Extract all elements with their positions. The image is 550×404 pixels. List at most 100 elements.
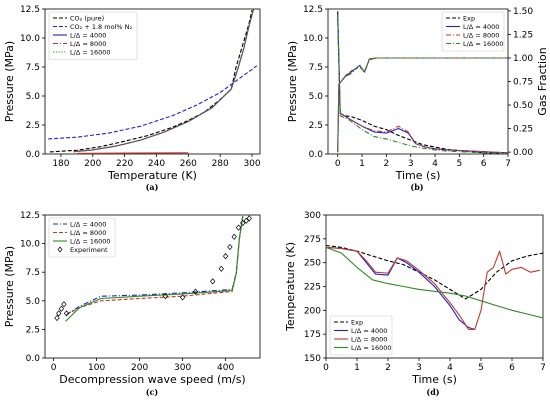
series-line xyxy=(337,57,508,153)
legend-label: L/Δ = 16000 xyxy=(351,344,392,352)
x-tick-label: 0 xyxy=(51,363,57,373)
data-point xyxy=(231,233,237,240)
y-right-tick-label: 1.25 xyxy=(513,30,533,40)
series-line xyxy=(65,216,244,322)
legend-label: L/Δ = 4000 xyxy=(351,327,387,335)
x-tick-label: 3 xyxy=(408,159,414,169)
x-tick-label: 400 xyxy=(217,363,234,373)
data-point xyxy=(243,217,249,224)
y-axis-label: Pressure (MPa) xyxy=(286,41,299,122)
x-axis-label: Time (s) xyxy=(395,169,441,182)
y-tick-label: 200 xyxy=(304,306,321,316)
x-tick-label: 180 xyxy=(52,159,69,169)
x-tick-label: 5 xyxy=(478,363,484,373)
y-tick-label: 275 xyxy=(304,235,321,245)
y-tick-label: 2.5 xyxy=(26,325,40,335)
legend-box xyxy=(48,217,116,258)
x-tick-label: 200 xyxy=(131,363,148,373)
x-tick-label: 260 xyxy=(180,159,197,169)
y-tick-label: 7.5 xyxy=(26,268,40,278)
legend-label: L/Δ = 4000 xyxy=(463,23,499,31)
x-axis-label: Time (s) xyxy=(411,373,457,386)
x-tick-label: 0 xyxy=(323,363,329,373)
panel-d: 0 1 2 3 4 5 6 7 150 175 200 225 250 275 300 Time (s) Tem… xyxy=(284,211,546,397)
data-point xyxy=(58,305,64,312)
x-tick-label: 3 xyxy=(416,363,422,373)
x-axis-label: Temperature (K) xyxy=(107,169,197,182)
legend-box xyxy=(48,11,138,60)
data-point xyxy=(235,224,242,231)
y-right-tick-label: 0.00 xyxy=(513,148,533,158)
legend-marker xyxy=(57,246,63,253)
data-point xyxy=(162,293,169,300)
x-tick-label: 240 xyxy=(148,159,165,169)
y-tick-label: 0.0 xyxy=(309,150,324,160)
legend-box xyxy=(329,315,393,356)
series-group xyxy=(326,244,543,330)
x-tick-label: 220 xyxy=(116,159,133,169)
y-right-tick-label: 1.50 xyxy=(513,7,533,17)
series-line xyxy=(73,9,255,153)
y-axis-label: Pressure (MPa) xyxy=(3,246,16,327)
legend-label: L/Δ = 8000 xyxy=(70,40,106,48)
legend-label: Experiment xyxy=(70,246,108,254)
data-point xyxy=(63,310,70,317)
data-point xyxy=(227,243,233,251)
x-tick-label: 7 xyxy=(540,363,546,373)
panel-caption: (c) xyxy=(146,387,159,397)
panel-b: 0 1 2 3 4 5 6 7 0.0 2.5 5.0 7.5 10.0 12.5 0.00 0.25 0.50… xyxy=(286,5,549,192)
legend-label: Exp xyxy=(351,318,363,326)
y-tick-label: 12.5 xyxy=(20,211,40,221)
data-point xyxy=(54,314,60,322)
legend-label: Exp xyxy=(463,14,475,22)
data-point xyxy=(61,301,67,308)
legend-label: L/Δ = 4000 xyxy=(70,220,106,228)
panel-caption: (d) xyxy=(426,387,439,397)
panel-c: 0 100 200 300 400 0.0 2.5 5.0 7.5 10.0 12.5 Decompr… xyxy=(3,211,261,397)
series-group xyxy=(54,215,252,322)
y-tick-label: 7.5 xyxy=(26,63,40,73)
legend: CO₂ (pure)CO₂ + 1.8 mol% N₂L/Δ = 4000L/Δ… xyxy=(48,11,138,60)
y-right-tick-label: 1.00 xyxy=(513,54,533,64)
x-tick-label: 2 xyxy=(385,363,391,373)
data-point xyxy=(218,265,224,272)
series-line xyxy=(337,14,508,154)
x-tick-label: 200 xyxy=(84,159,101,169)
series-line xyxy=(326,244,543,300)
x-tick-label: 4 xyxy=(432,159,438,169)
y-tick-label: 150 xyxy=(304,354,321,364)
series-line xyxy=(326,246,543,319)
legend-label: L/Δ = 8000 xyxy=(70,229,106,237)
data-point xyxy=(179,294,186,301)
panel-caption: (b) xyxy=(410,182,423,192)
x-tick-label: 300 xyxy=(174,363,191,373)
data-point xyxy=(240,219,246,227)
legend-box xyxy=(441,11,505,52)
y-axis-label: Pressure (MPa) xyxy=(3,41,16,122)
series-line xyxy=(73,9,255,153)
y-tick-label: 225 xyxy=(304,283,321,293)
y-axis-label: Temperature (K) xyxy=(284,242,297,332)
x-tick-label: 7 xyxy=(505,159,511,169)
series-group xyxy=(337,11,508,154)
legend-label: L/Δ = 16000 xyxy=(463,40,504,48)
series-line xyxy=(337,14,508,154)
data-point xyxy=(192,288,199,295)
legend-label: L/Δ = 8000 xyxy=(351,335,387,343)
data-point xyxy=(246,215,252,222)
x-tick-label: 5 xyxy=(456,159,462,169)
x-tick-label: 6 xyxy=(481,159,487,169)
y-tick-label: 2.5 xyxy=(26,121,40,131)
x-tick-label: 1 xyxy=(359,159,365,169)
series-line xyxy=(76,152,189,154)
legend-label: CO₂ (pure) xyxy=(70,14,104,22)
y-tick-label: 7.5 xyxy=(309,63,323,73)
x-tick-label: 4 xyxy=(447,363,453,373)
x-axis-label: Decompression wave speed (m/s) xyxy=(59,373,245,386)
y-tick-label: 0.0 xyxy=(26,150,41,160)
legend-label: L/Δ = 8000 xyxy=(463,31,499,39)
panel-a: 180 200 220 240 260 280 300 0.0 2.5 5.0 7.5 10.0 12.… xyxy=(3,5,261,192)
x-tick-label: 6 xyxy=(509,363,515,373)
